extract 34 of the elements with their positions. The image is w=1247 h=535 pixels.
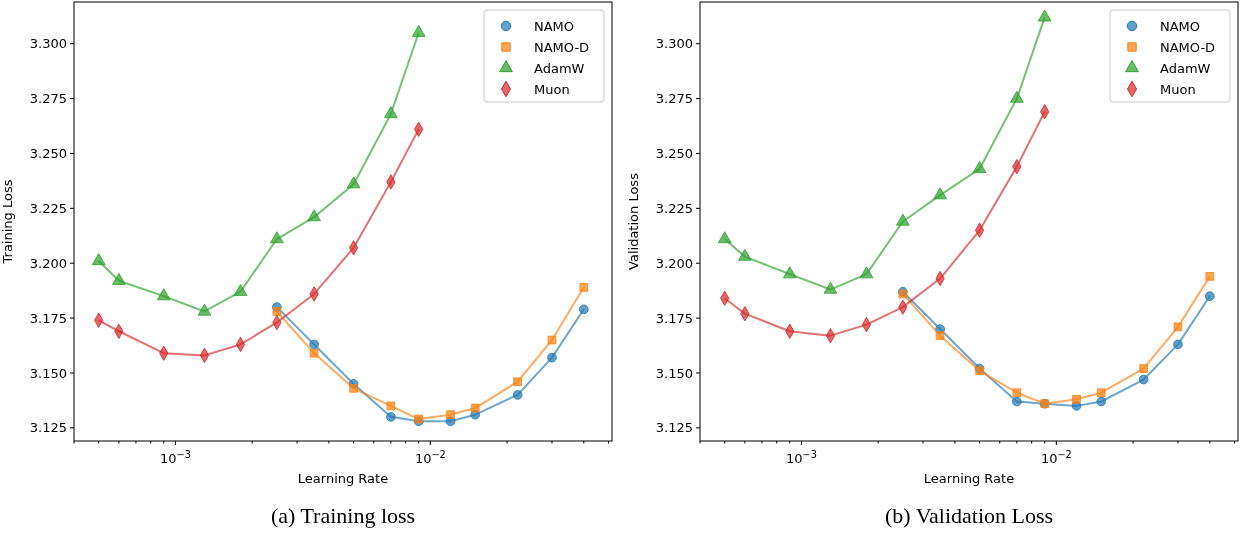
x-tick-label: 10$^{−2}$ bbox=[1040, 448, 1072, 466]
y-tick-label: 3.250 bbox=[655, 146, 693, 162]
y-tick-label: 3.175 bbox=[29, 310, 67, 326]
y-tick-label: 3.200 bbox=[29, 255, 67, 271]
legend-label: Muon bbox=[1160, 81, 1196, 97]
y-axis-title: Validation Loss bbox=[626, 172, 641, 270]
y-tick-label: 3.150 bbox=[29, 365, 67, 381]
y-tick-label: 3.225 bbox=[655, 200, 693, 216]
legend-label: NAMO-D bbox=[534, 39, 590, 55]
x-tick-label: 10$^{−3}$ bbox=[785, 448, 817, 466]
legend-label: NAMO bbox=[534, 18, 575, 34]
legend-label: AdamW bbox=[1160, 60, 1211, 76]
y-axis-title: Training Loss bbox=[0, 179, 15, 265]
y-tick-label: 3.125 bbox=[29, 420, 67, 436]
text: (b) Validation Loss bbox=[884, 503, 1054, 528]
y-tick-label: 3.300 bbox=[29, 36, 67, 52]
y-tick-label: 3.300 bbox=[655, 36, 693, 52]
y-tick-label: 3.225 bbox=[29, 200, 67, 216]
legend-label: Muon bbox=[534, 81, 570, 97]
legend-label: NAMO-D bbox=[1160, 39, 1216, 55]
x-tick-label: 10$^{−3}$ bbox=[159, 448, 191, 466]
text: (a) Training loss bbox=[270, 503, 416, 528]
y-tick-label: 3.175 bbox=[655, 310, 693, 326]
x-tick-label: 10$^{−2}$ bbox=[414, 448, 446, 466]
x-axis-title: Learning Rate bbox=[923, 471, 1015, 486]
legend-label: NAMO bbox=[1160, 18, 1201, 34]
y-tick-label: 3.125 bbox=[655, 420, 693, 436]
y-tick-label: 3.250 bbox=[29, 146, 67, 162]
legend-label: AdamW bbox=[534, 60, 585, 76]
x-axis-title: Learning Rate bbox=[297, 471, 389, 486]
y-tick-label: 3.150 bbox=[655, 365, 693, 381]
y-tick-label: 3.275 bbox=[29, 91, 67, 107]
y-tick-label: 3.200 bbox=[655, 255, 693, 271]
y-tick-label: 3.275 bbox=[655, 91, 693, 107]
